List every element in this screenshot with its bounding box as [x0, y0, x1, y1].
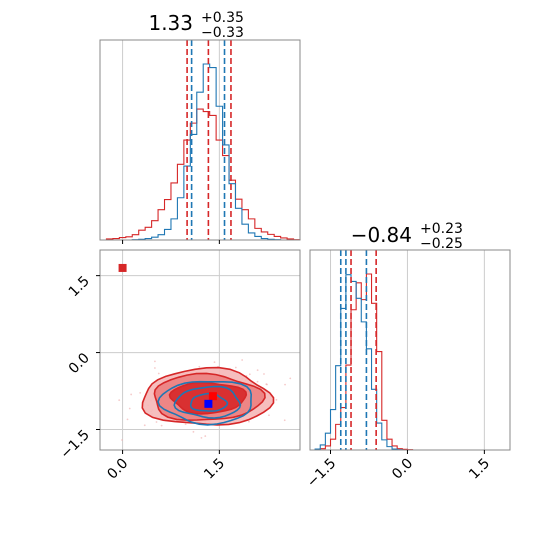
sample-point: [143, 424, 146, 427]
sample-point: [118, 399, 121, 402]
truth-marker-1: [204, 399, 213, 408]
sample-point: [266, 383, 268, 386]
sample-point: [263, 373, 265, 375]
param1-title-sub: −0.33: [201, 25, 244, 41]
hist-param2-tick-label: 0.0: [389, 456, 416, 483]
sample-point: [121, 439, 123, 441]
param2-title-sub: −0.25: [420, 236, 463, 252]
sample-point: [213, 361, 216, 364]
param1-title-main: 1.33: [148, 11, 193, 35]
joint-frame: [99, 249, 301, 451]
hist-param2-tick-label: 1.5: [466, 456, 493, 483]
hist-param2-frame: [309, 249, 511, 451]
contour-level-1: [189, 392, 229, 412]
hist-param2-panel: [309, 249, 511, 451]
contour-level-2: [173, 385, 242, 419]
hist-param1-frame: [99, 39, 301, 241]
sample-point: [204, 435, 207, 437]
param2-title-sup: +0.23: [420, 221, 463, 237]
sample-point: [234, 366, 237, 369]
sample-point: [154, 360, 156, 363]
sample-point: [289, 377, 292, 380]
sample-point: [139, 391, 142, 394]
param1-title-sup: +0.35: [201, 10, 244, 26]
contour-level-3: [157, 380, 253, 426]
sample-point: [268, 414, 270, 417]
sample-point: [160, 424, 163, 427]
sample-point: [256, 369, 259, 372]
sample-point: [200, 437, 203, 439]
sample-point: [275, 398, 278, 401]
param1-title: 1.33: [148, 11, 193, 35]
sample-point: [184, 423, 187, 426]
sample-point: [126, 418, 129, 421]
param2-title: −0.84: [351, 223, 412, 247]
outlier-marker: [118, 263, 127, 272]
hist-param2-tick-label: −1.5: [304, 456, 339, 491]
sample-point: [192, 430, 195, 433]
param2-title-main: −0.84: [351, 223, 412, 247]
joint-param1-param2-panel: [99, 249, 301, 451]
truth-marker-0: [208, 392, 217, 401]
joint-y-tick-label: 0.0: [66, 350, 93, 377]
sample-point: [248, 373, 251, 376]
hist-param1-panel: [99, 39, 301, 241]
sample-point: [130, 393, 133, 396]
sample-point: [128, 407, 131, 410]
sample-point: [284, 383, 286, 386]
sample-point: [155, 421, 158, 423]
sample-point: [198, 365, 201, 368]
joint-y-tick-label: 1.5: [66, 273, 93, 300]
sample-point: [248, 420, 250, 423]
hist-x-series-1: [100, 63, 300, 241]
hist-x-series-0: [100, 108, 301, 241]
sample-point: [154, 367, 156, 369]
joint-x-tick-label: 1.5: [201, 456, 228, 483]
sample-point: [256, 380, 259, 383]
joint-y-tick-label: −1.5: [57, 427, 92, 462]
sample-point: [241, 359, 244, 361]
sample-point: [157, 372, 160, 375]
sample-point: [283, 419, 286, 422]
joint-x-tick-label: 0.0: [104, 456, 131, 483]
